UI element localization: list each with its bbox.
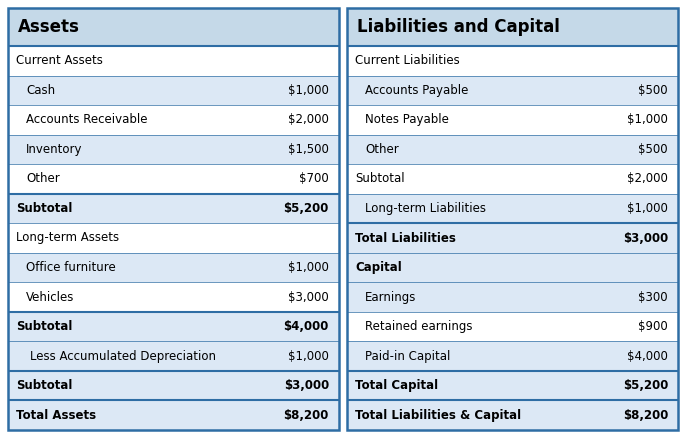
Text: $5,200: $5,200 <box>623 379 668 392</box>
Bar <box>347 400 678 430</box>
Text: $8,200: $8,200 <box>283 409 329 422</box>
Bar <box>347 75 678 105</box>
Text: Total Assets: Total Assets <box>16 409 96 422</box>
Bar <box>8 134 339 164</box>
Text: Earnings: Earnings <box>365 290 416 304</box>
Text: Long-term Liabilities: Long-term Liabilities <box>365 202 486 215</box>
Text: Retained earnings: Retained earnings <box>365 320 473 333</box>
Text: $300: $300 <box>639 290 668 304</box>
Text: Current Liabilities: Current Liabilities <box>355 54 460 67</box>
Text: Subtotal: Subtotal <box>16 320 73 333</box>
Text: $2,000: $2,000 <box>627 173 668 185</box>
Bar <box>8 105 339 134</box>
Text: Long-term Assets: Long-term Assets <box>16 232 119 244</box>
Text: Current Assets: Current Assets <box>16 54 103 67</box>
Text: Other: Other <box>365 143 399 156</box>
Text: Assets: Assets <box>18 18 80 36</box>
Bar <box>347 283 678 312</box>
Bar <box>8 164 339 194</box>
Text: $1,000: $1,000 <box>627 113 668 126</box>
Text: Accounts Receivable: Accounts Receivable <box>26 113 147 126</box>
Text: Vehicles: Vehicles <box>26 290 74 304</box>
Bar <box>8 341 339 371</box>
Text: Other: Other <box>26 173 60 185</box>
Text: $3,000: $3,000 <box>284 379 329 392</box>
Text: $3,000: $3,000 <box>288 290 329 304</box>
Text: $1,000: $1,000 <box>627 202 668 215</box>
Text: $2,000: $2,000 <box>288 113 329 126</box>
Text: Notes Payable: Notes Payable <box>365 113 449 126</box>
Text: $1,500: $1,500 <box>288 143 329 156</box>
Bar <box>347 46 678 75</box>
Text: Capital: Capital <box>355 261 402 274</box>
Text: Office furniture: Office furniture <box>26 261 116 274</box>
Text: $1,000: $1,000 <box>288 84 329 97</box>
Bar <box>347 223 678 253</box>
Text: $1,000: $1,000 <box>288 261 329 274</box>
Text: $3,000: $3,000 <box>623 232 668 244</box>
Text: Inventory: Inventory <box>26 143 82 156</box>
Bar <box>8 283 339 312</box>
Bar <box>347 312 678 341</box>
Text: $4,000: $4,000 <box>627 350 668 363</box>
Bar <box>8 46 339 75</box>
Bar <box>347 164 678 194</box>
Bar <box>347 371 678 400</box>
Text: Liabilities and Capital: Liabilities and Capital <box>357 18 560 36</box>
Bar <box>347 8 678 430</box>
Text: $8,200: $8,200 <box>623 409 668 422</box>
Bar <box>347 8 678 46</box>
Bar <box>347 8 678 430</box>
Bar <box>8 75 339 105</box>
Text: $900: $900 <box>638 320 668 333</box>
Text: Total Liabilities & Capital: Total Liabilities & Capital <box>355 409 521 422</box>
Text: $700: $700 <box>299 173 329 185</box>
Text: $500: $500 <box>639 84 668 97</box>
Text: Total Liabilities: Total Liabilities <box>355 232 456 244</box>
Bar <box>8 371 339 400</box>
Text: $500: $500 <box>639 143 668 156</box>
Bar <box>8 400 339 430</box>
Text: Accounts Payable: Accounts Payable <box>365 84 469 97</box>
Bar <box>8 8 339 46</box>
Bar <box>8 8 339 430</box>
Bar <box>8 223 339 253</box>
Text: Subtotal: Subtotal <box>16 202 73 215</box>
Bar <box>8 253 339 283</box>
Text: Cash: Cash <box>26 84 55 97</box>
Text: $1,000: $1,000 <box>288 350 329 363</box>
Bar <box>8 8 339 430</box>
Text: Subtotal: Subtotal <box>355 173 405 185</box>
Text: $4,000: $4,000 <box>283 320 329 333</box>
Bar <box>347 253 678 283</box>
Text: Total Capital: Total Capital <box>355 379 438 392</box>
Bar <box>8 312 339 341</box>
Bar <box>347 134 678 164</box>
Text: Subtotal: Subtotal <box>16 379 73 392</box>
Bar <box>347 341 678 371</box>
Bar <box>347 194 678 223</box>
Bar <box>8 194 339 223</box>
Text: $5,200: $5,200 <box>283 202 329 215</box>
Text: Paid-in Capital: Paid-in Capital <box>365 350 451 363</box>
Bar <box>347 105 678 134</box>
Text: Less Accumulated Depreciation: Less Accumulated Depreciation <box>30 350 216 363</box>
